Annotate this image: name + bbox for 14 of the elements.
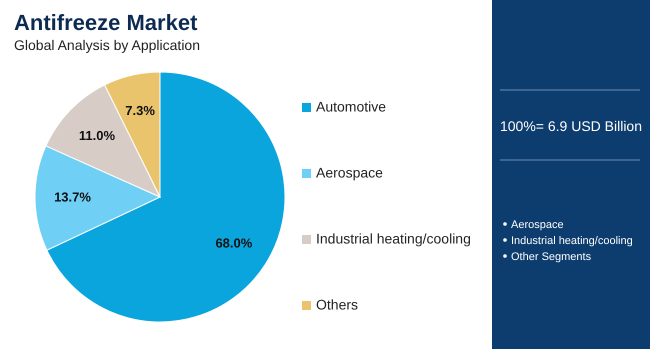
text: Aerospace [511, 219, 564, 231]
legend-label: Aerospace [316, 164, 384, 181]
legend-label: Automotive [316, 98, 386, 115]
data-label: 68.0% [215, 235, 253, 250]
legend-label: Industrial heating/cooling [316, 230, 471, 247]
data-label: 7.3% [125, 103, 156, 118]
text: Other Segments [511, 251, 592, 263]
text: Industrial heating/cooling [511, 235, 633, 247]
legend-label: Others [316, 296, 358, 313]
text: 100%= 6.9 USD Billion [500, 118, 642, 134]
data-label: 13.7% [54, 189, 92, 204]
data-label: 11.0% [78, 128, 116, 143]
chart-subtitle: Global Analysis by Application [14, 37, 200, 53]
chart-title: Antifreeze Market [14, 10, 198, 35]
